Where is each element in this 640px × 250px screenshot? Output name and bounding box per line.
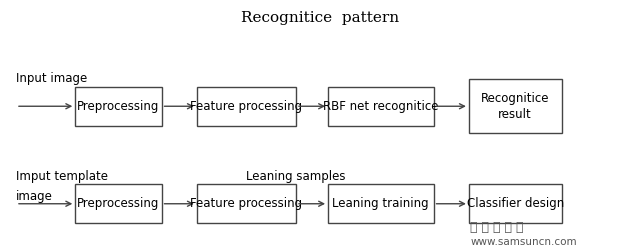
Text: Preprocessing: Preprocessing <box>77 100 159 113</box>
Bar <box>76 184 161 223</box>
Text: Recognitice
result: Recognitice result <box>481 92 550 121</box>
Text: Input image: Input image <box>16 72 87 85</box>
Text: www.samsuncn.com: www.samsuncn.com <box>470 237 577 247</box>
Text: Feature processing: Feature processing <box>190 100 303 113</box>
Bar <box>197 184 296 223</box>
Text: Recognitice  pattern: Recognitice pattern <box>241 11 399 25</box>
Text: Imput template: Imput template <box>16 170 108 183</box>
Text: Leaning training: Leaning training <box>333 197 429 210</box>
Bar <box>76 87 161 126</box>
Bar <box>468 184 562 223</box>
Text: Leaning samples: Leaning samples <box>246 170 346 183</box>
Text: Classifier design: Classifier design <box>467 197 564 210</box>
Bar <box>328 87 434 126</box>
Text: image: image <box>16 190 53 203</box>
Text: Preprocessing: Preprocessing <box>77 197 159 210</box>
Bar <box>328 184 434 223</box>
Bar <box>468 80 562 133</box>
Bar <box>197 87 296 126</box>
Text: 三 姻 森 科 技: 三 姻 森 科 技 <box>470 221 524 234</box>
Text: RBF net recognitice: RBF net recognitice <box>323 100 438 113</box>
Text: Feature processing: Feature processing <box>190 197 303 210</box>
